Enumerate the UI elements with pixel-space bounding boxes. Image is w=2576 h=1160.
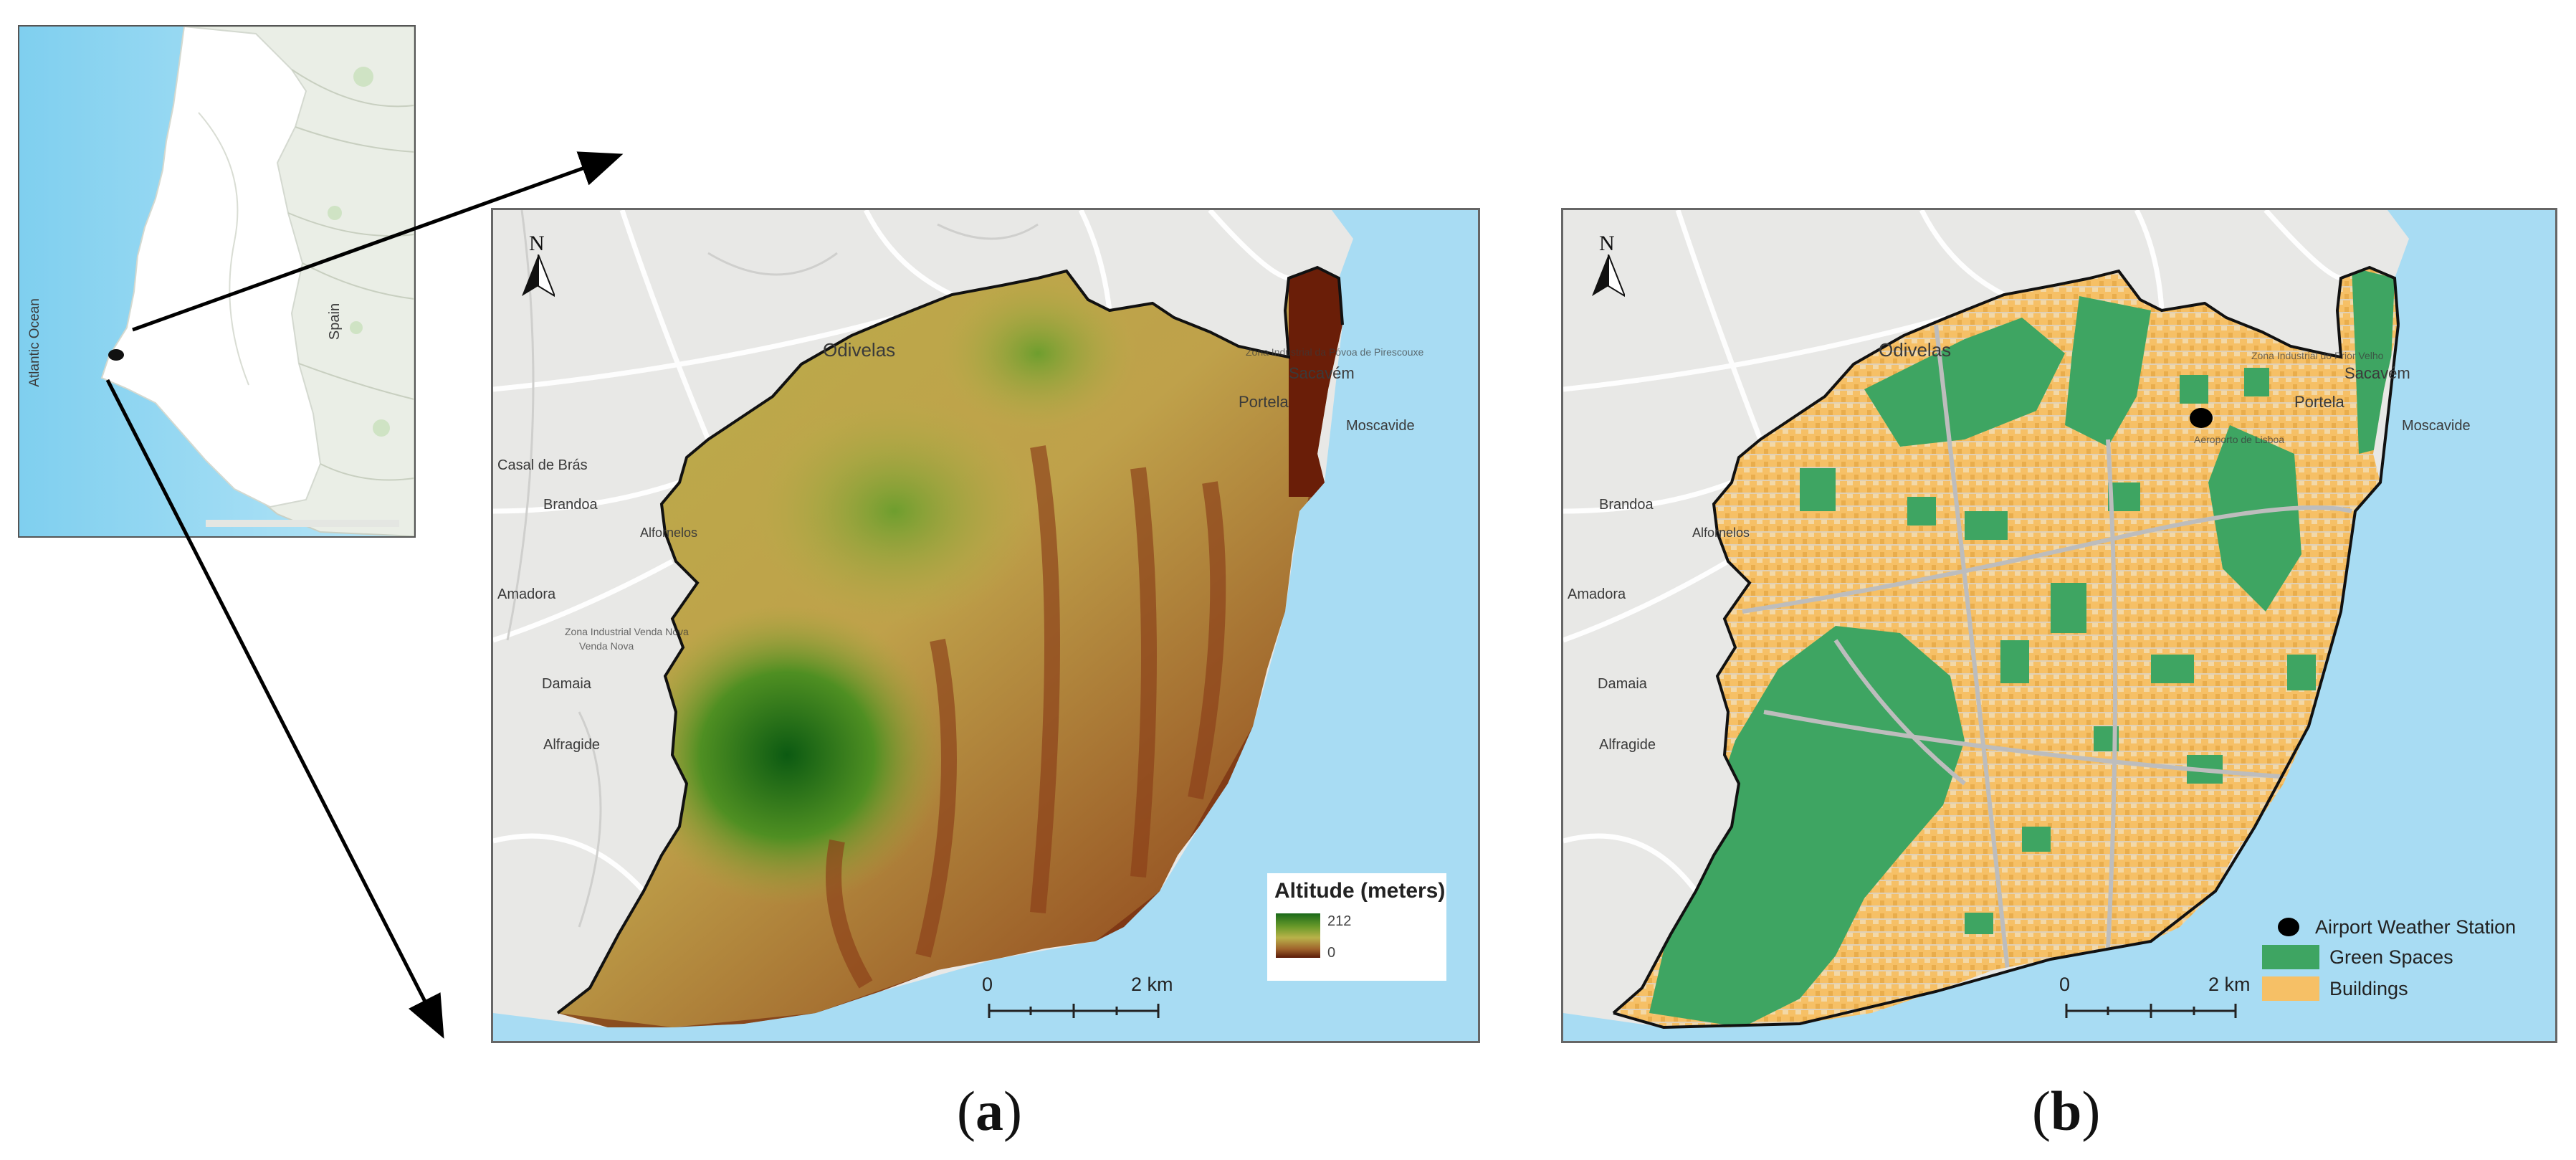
map-a-altitude: Odivelas Sacavém Portela Moscavide Brand…	[491, 208, 1480, 1043]
map-a-label-venda-nova: Venda Nova	[579, 640, 634, 652]
map-b-scale-line	[2065, 1004, 2237, 1018]
map-a-roads	[493, 210, 1289, 893]
map-b-label-zona-industrial: Zona Industrial do Prior Velho	[2251, 350, 2384, 361]
inset-map-portugal: Atlantic Ocean Spain	[18, 25, 416, 538]
inset-portugal	[100, 27, 322, 508]
map-a-label-odivelas: Odivelas	[823, 339, 896, 361]
map-a-city-boundary	[556, 265, 1344, 1014]
map-a-legend-high: 212	[1327, 913, 1352, 929]
map-a-scale-line	[988, 1004, 1160, 1018]
map-b-legend: Airport Weather Station Green Spaces Bui…	[2262, 913, 2549, 1020]
map-b-legend-buildings-swatch	[2262, 976, 2319, 1001]
map-a-label-damaia: Damaia	[542, 676, 591, 692]
inset-lisbon-marker	[108, 349, 124, 361]
map-a-label-moscavide: Moscavide	[1346, 418, 1415, 434]
map-b-north-arrow-icon	[1592, 255, 1625, 298]
map-b-legend-green-label: Green Spaces	[2329, 946, 2453, 968]
map-a-legend-title: Altitude (meters)	[1274, 879, 1446, 903]
map-a-north-letter: N	[529, 232, 545, 255]
map-b-scale-end: 2 km	[2208, 974, 2251, 995]
map-a-label-alfragide: Alfragide	[543, 737, 600, 753]
map-a-label-brandoa: Brandoa	[543, 497, 598, 513]
map-b-label-amadora: Amadora	[1568, 586, 1626, 602]
map-b-scale-bar: 0 2 km	[2059, 974, 2251, 1031]
map-a-label-zona-industrial: Zona Industrial da Póvoa de Pirescouxe	[1246, 346, 1424, 358]
arrow-to-map-a-bottom	[105, 379, 444, 1039]
map-b-legend-weather-station-swatch	[2278, 918, 2299, 936]
map-a-label-amadora: Amadora	[497, 586, 556, 602]
map-b-legend-row-buildings: Buildings	[2262, 974, 2408, 1003]
map-b-graphic	[1563, 210, 2555, 1041]
caption-a: (a)	[957, 1080, 1022, 1142]
map-b-legend-buildings-label: Buildings	[2329, 977, 2408, 999]
map-b-label-damaia: Damaia	[1598, 676, 1647, 692]
map-a-label-sacavem: Sacavém	[1289, 364, 1355, 382]
map-b-label-brandoa: Brandoa	[1599, 497, 1654, 513]
map-a-label-portela: Portela	[1239, 393, 1289, 411]
map-b-water	[1563, 210, 2555, 1041]
map-b-green-airport	[2065, 296, 2151, 447]
map-a-graphic	[493, 210, 1478, 1041]
map-b-green-north	[1864, 318, 2065, 447]
map-b-land-cover: Odivelas Sacavém Portela Moscavide Brand…	[1561, 208, 2557, 1043]
map-b-scale-start: 0	[2059, 974, 2071, 995]
map-b-label-moscavide: Moscavide	[2402, 418, 2471, 434]
map-a-label-zona-industrial-venda-nova: Zona Industrial Venda Nova	[565, 626, 689, 637]
map-b-label-aeroporto: Aeroporto de Lisboa	[2194, 434, 2285, 445]
map-b-green-forest-park	[1649, 626, 1965, 1027]
map-b-green-east	[2208, 425, 2301, 612]
map-a-scale-end: 2 km	[1131, 974, 1173, 995]
map-b-label-portela: Portela	[2294, 393, 2344, 411]
map-b-city-boundary-south	[1613, 324, 2400, 1030]
map-b-legend-row-green-spaces: Green Spaces	[2262, 943, 2453, 971]
map-a-scale-bar: 0 2 km	[982, 974, 1173, 1031]
map-a-minor-roads	[506, 210, 1039, 928]
map-a-label-alfornelos: Alfornelos	[640, 526, 698, 540]
map-b-legend-weather-station-label: Airport Weather Station	[2315, 916, 2517, 938]
map-a-north-arrow-icon	[522, 255, 555, 298]
map-b-label-odivelas: Odivelas	[1879, 339, 1952, 361]
map-b-label-sacavem: Sacavém	[2344, 364, 2410, 382]
map-a-scale-start: 0	[982, 974, 993, 995]
map-b-roads	[1563, 210, 2342, 893]
map-a-legend-low: 0	[1327, 945, 1336, 961]
map-a-label-casal-de-bras: Casal de Brás	[497, 457, 588, 473]
map-b-legend-green-swatch	[2262, 945, 2319, 969]
map-b-label-alfornelos: Alfornelos	[1692, 526, 1750, 540]
caption-b: (b)	[2032, 1080, 2101, 1142]
map-b-city-boundary	[1612, 265, 2400, 1014]
arrow-to-map-a	[132, 151, 624, 332]
map-a-water	[493, 210, 1478, 1041]
map-b-legend-row-weather-station: Airport Weather Station	[2262, 913, 2516, 941]
map-a-legend-ramp	[1276, 913, 1320, 958]
map-b-north-letter: N	[1599, 232, 1615, 255]
map-b-airport-weather-station-marker	[2190, 408, 2213, 428]
map-b-label-alfragide: Alfragide	[1599, 737, 1656, 753]
inset-map-graphic	[19, 27, 414, 536]
map-a-legend: Altitude (meters) 212 0	[1267, 873, 1446, 981]
